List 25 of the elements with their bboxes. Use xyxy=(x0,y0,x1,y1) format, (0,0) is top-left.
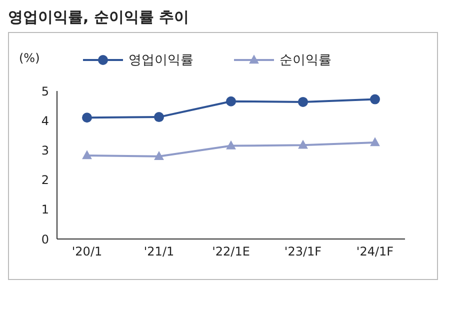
y-axis-title: (%) xyxy=(19,51,40,65)
y-tick-label: 4 xyxy=(41,114,49,128)
point xyxy=(370,94,380,104)
y-tick-label: 0 xyxy=(41,232,49,246)
y-tick-label: 3 xyxy=(41,143,49,158)
point xyxy=(298,96,308,107)
point xyxy=(226,96,236,106)
y-tick-label: 2 xyxy=(41,173,49,188)
point xyxy=(82,150,92,160)
x-tick-label: '22/1E xyxy=(212,244,250,259)
point xyxy=(154,112,164,122)
chart-title: 영업이익률, 순이익률 추이 xyxy=(8,8,190,28)
point xyxy=(154,151,164,160)
point xyxy=(298,140,308,149)
legend-label: 영업이익률 xyxy=(128,52,194,69)
x-tick-label: '21/1 xyxy=(144,244,174,259)
point xyxy=(226,140,236,150)
legend-label: 순이익률 xyxy=(280,52,332,69)
x-tick-label: '20/1 xyxy=(72,244,102,259)
x-tick-label: '23/1F xyxy=(284,244,322,259)
point xyxy=(82,112,92,123)
x-tick-label: '24/1F xyxy=(356,244,394,259)
y-tick-label: 5 xyxy=(41,84,49,98)
y-tick-label: 1 xyxy=(41,202,49,217)
point xyxy=(370,137,380,146)
